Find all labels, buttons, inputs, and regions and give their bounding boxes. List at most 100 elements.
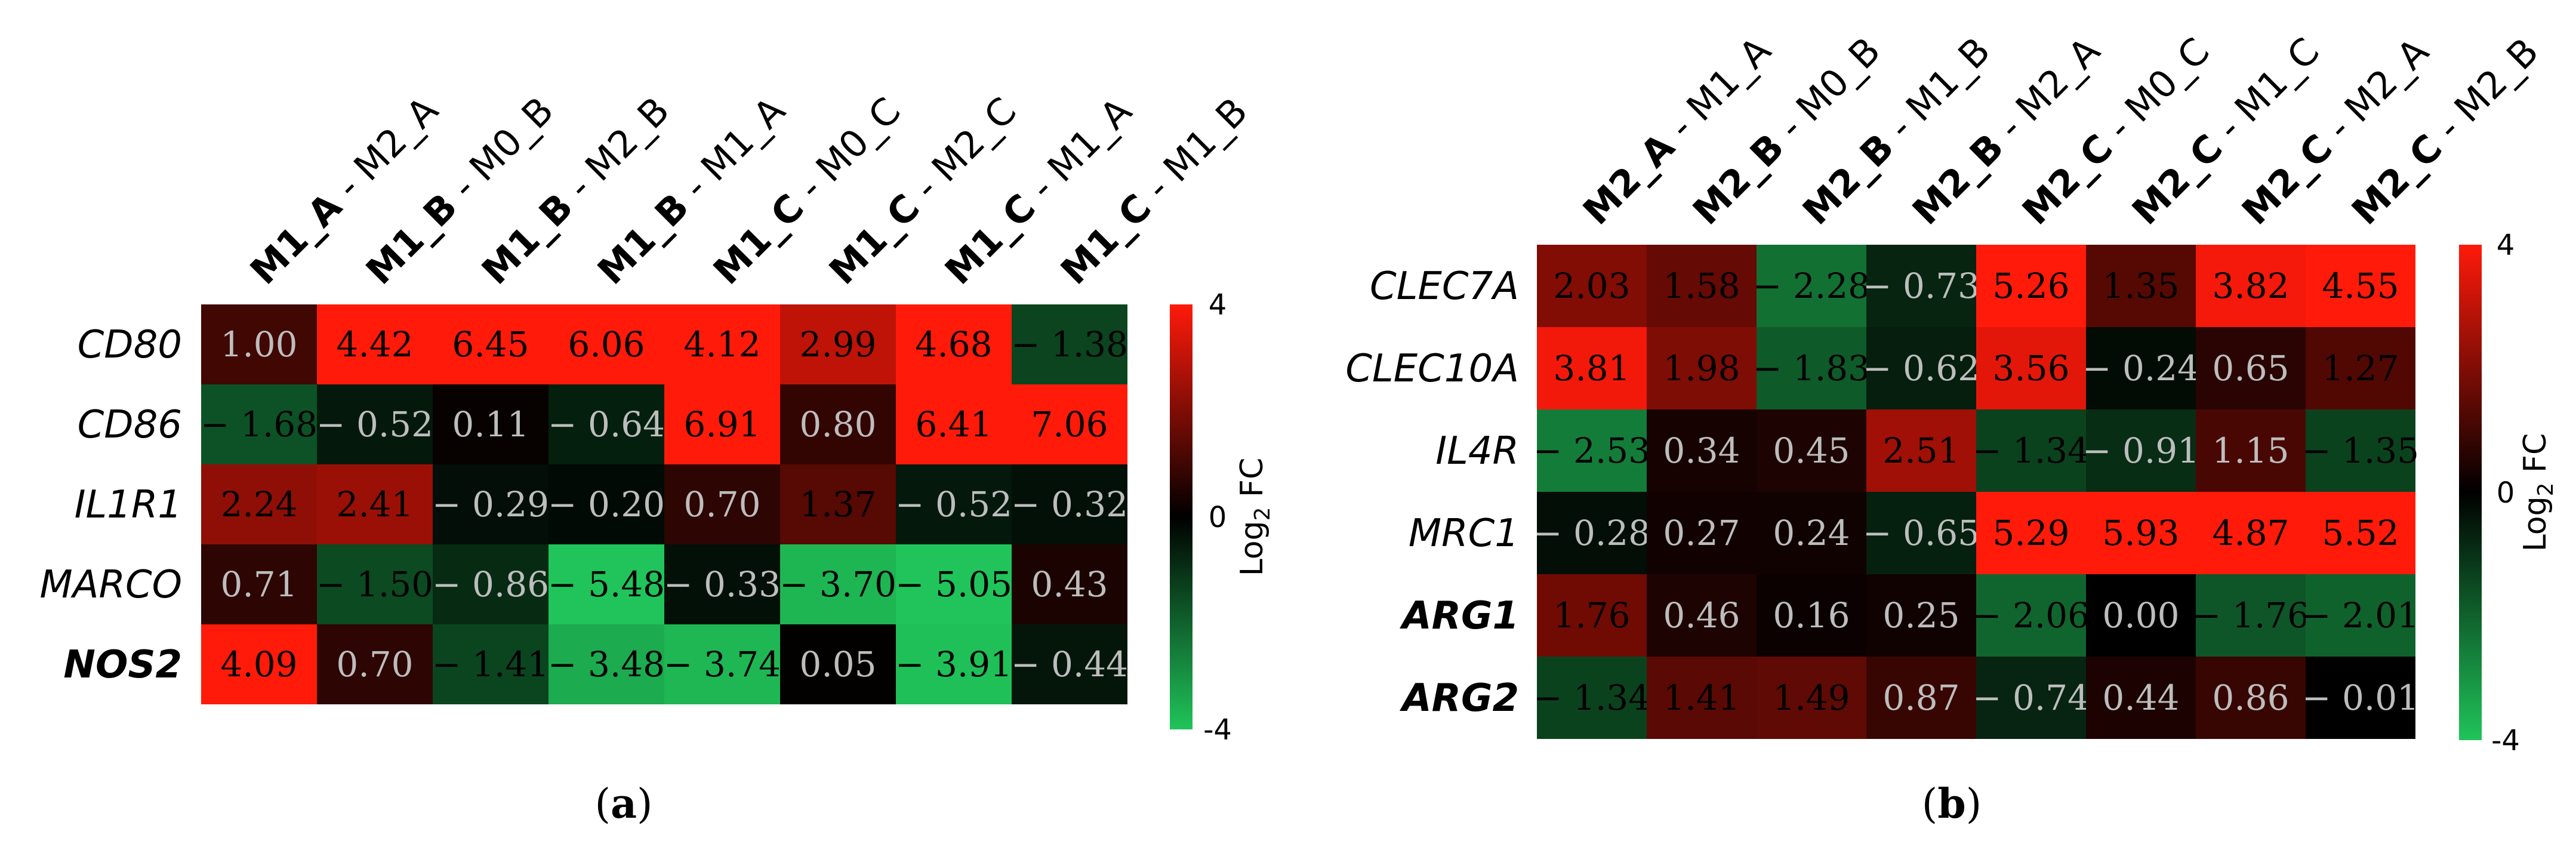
- column-label-comparison: M2_C - M2_A: [2233, 29, 2437, 233]
- heatmap-cell: [433, 384, 549, 464]
- cell-value-label: − 0.64: [548, 404, 665, 445]
- cell-value-label: − 2.01: [2302, 595, 2419, 636]
- cell-value-label: 0.05: [799, 644, 876, 685]
- heatmap-cell: [896, 544, 1012, 624]
- heatmap-cell: [1647, 245, 1757, 327]
- heatmap-cell: [433, 464, 549, 544]
- cell-value-label: − 0.74: [1973, 677, 2090, 718]
- heatmap-cell: [317, 624, 433, 704]
- colorbar-title: Log2 FC: [1234, 458, 1275, 577]
- heatmap-cell: [2086, 327, 2196, 409]
- cell-value-label: − 0.73: [1863, 266, 1980, 306]
- heatmap-cell: [1757, 574, 1866, 657]
- cell-value-label: − 0.32: [1011, 484, 1128, 525]
- heatmap-cell: [1647, 327, 1757, 409]
- heatmap-cell: [896, 624, 1012, 704]
- cell-value-label: − 0.91: [2082, 430, 2199, 471]
- row-label-gene: MARCO: [39, 563, 182, 607]
- heatmap-cell: [201, 544, 317, 624]
- heatmap-cell: [317, 384, 433, 464]
- row-label-gene: NOS2: [63, 643, 182, 687]
- heatmap-cell: [2196, 409, 2306, 492]
- cell-value-label: − 2.28: [1753, 266, 1870, 306]
- cell-value-label: − 3.48: [548, 644, 665, 685]
- cell-value-label: − 1.38: [1011, 324, 1128, 365]
- heatmap-cell: [2086, 492, 2196, 574]
- cell-value-label: 3.82: [2212, 266, 2289, 306]
- column-label-comparison: M2_C - M1_C: [2124, 29, 2328, 233]
- cell-value-label: 4.09: [220, 644, 297, 685]
- cell-value-label: − 5.48: [548, 564, 665, 605]
- heatmap-cell: [549, 304, 664, 384]
- cell-value-label: 1.49: [1773, 677, 1850, 718]
- heatmap-cell: [317, 304, 433, 384]
- cell-value-label: 1.58: [1663, 266, 1740, 306]
- cell-value-label: − 2.53: [1533, 430, 1650, 471]
- cell-value-label: 6.91: [683, 404, 760, 445]
- row-label-gene: IL4R: [1435, 429, 1519, 473]
- heatmap-panel-a: 1.00 4.42 6.45 6.06 4.12 2.99 4.68 − 1.38 − 1.68…: [39, 88, 1275, 828]
- cell-value-label: − 3.74: [664, 644, 781, 685]
- heatmap-cell: [664, 464, 780, 544]
- colorbar-tick-label: 4: [1209, 288, 1227, 322]
- row-label-gene: CD80: [78, 323, 182, 367]
- cell-value-label: 0.86: [2212, 677, 2289, 718]
- heatmap-cell: [1976, 492, 2086, 574]
- row-label-gene: CD86: [78, 403, 182, 447]
- heatmap-cell: [1647, 657, 1757, 739]
- heatmap-cell: [201, 464, 317, 544]
- heatmap-cell: [1537, 327, 1647, 409]
- heatmap-cell: [1757, 657, 1866, 739]
- cell-value-label: 5.29: [1992, 513, 2069, 553]
- cell-value-label: 0.24: [1773, 513, 1850, 553]
- heatmap-cell: [664, 384, 780, 464]
- heatmap-cell: [1537, 492, 1647, 574]
- heatmap-cell: [1757, 492, 1866, 574]
- cell-value-label: 0.65: [2212, 348, 2289, 389]
- cell-value-label: 3.81: [1553, 348, 1630, 389]
- heatmap-panel-b: 2.03 1.58 − 2.28− 0.73 5.26 1.35 3.82 4.55 3.81…: [1345, 29, 2558, 828]
- cell-value-label: − 0.44: [1011, 644, 1128, 685]
- row-label-gene: IL1R1: [75, 483, 182, 527]
- heatmap-cell: [549, 464, 664, 544]
- heatmap-cell: [1012, 304, 1127, 384]
- heatmap-cell: [549, 624, 664, 704]
- column-label-comparison: M2_B - M0_B: [1684, 29, 1888, 233]
- cell-value-label: 1.41: [1663, 677, 1740, 718]
- cell-value-label: 1.15: [2212, 430, 2289, 471]
- cell-value-label: 0.87: [1882, 677, 1959, 718]
- cell-value-label: − 1.68: [201, 404, 318, 445]
- heatmap-cell: [1757, 409, 1866, 492]
- heatmap-cell: [1866, 574, 1976, 657]
- cell-value-label: 0.70: [683, 484, 760, 525]
- heatmap-cell: [2306, 574, 2415, 657]
- cell-value-label: 0.27: [1663, 513, 1740, 553]
- heatmap-cell: [2196, 492, 2306, 574]
- heatmap-cell: [201, 624, 317, 704]
- cell-value-label: − 3.91: [895, 644, 1012, 685]
- heatmap-cell: [1866, 327, 1976, 409]
- cell-value-label: − 0.20: [548, 484, 665, 525]
- column-label-comparison: M2_C - M0_C: [2014, 29, 2218, 233]
- cell-value-label: 5.52: [2322, 513, 2399, 553]
- colorbar-gradient: [2459, 245, 2482, 740]
- cell-value-label: 4.55: [2322, 266, 2399, 306]
- cell-value-label: 1.76: [1553, 595, 1630, 636]
- heatmap-cell: [201, 304, 317, 384]
- cell-value-label: − 0.52: [895, 484, 1012, 525]
- heatmap-cell: [201, 384, 317, 464]
- cell-value-label: − 2.06: [1973, 595, 2090, 636]
- heatmap-cell: [1976, 574, 2086, 657]
- cell-value-label: − 1.76: [2192, 595, 2309, 636]
- heatmap-cell: [1647, 492, 1757, 574]
- cell-value-label: 0.16: [1773, 595, 1850, 636]
- heatmap-cell: [780, 304, 896, 384]
- column-label-comparison: M2_A - M1_A: [1574, 29, 1779, 233]
- cell-value-label: 2.41: [336, 484, 413, 525]
- column-label-comparison: M2_B - M2_A: [1904, 29, 2108, 233]
- heatmap-cell: [1976, 657, 2086, 739]
- heatmap-cell: [780, 384, 896, 464]
- heatmap-cell: [2306, 327, 2415, 409]
- heatmap-cell: [1757, 327, 1866, 409]
- colorbar-gradient: [1170, 304, 1193, 729]
